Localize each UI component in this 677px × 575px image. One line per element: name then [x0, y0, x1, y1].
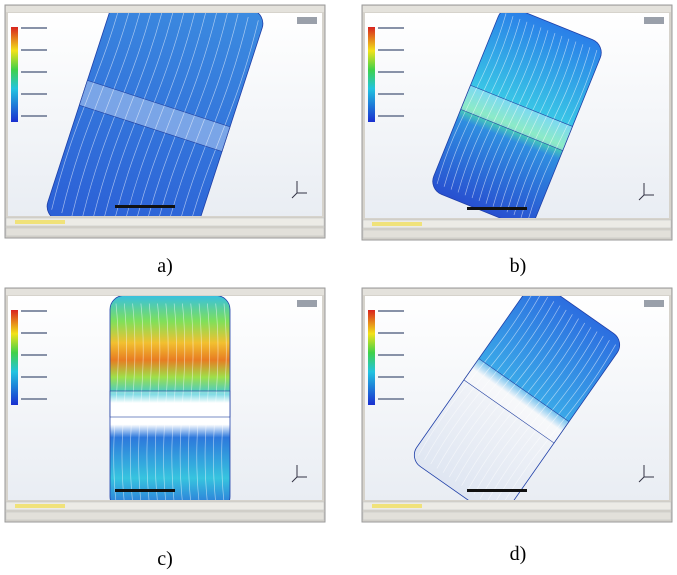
logo	[297, 17, 317, 24]
logo	[644, 17, 664, 24]
scale-bar	[467, 207, 527, 210]
baffle-section	[110, 391, 230, 417]
tab-bar	[363, 230, 671, 238]
title-bar	[363, 6, 671, 12]
legend-tick-text	[21, 115, 47, 117]
legend-tick-text	[21, 71, 47, 73]
legend-tick-text	[21, 27, 47, 29]
legend-tick-text	[378, 27, 404, 29]
status-highlight	[372, 222, 422, 226]
legend-tick-text	[378, 71, 404, 73]
legend-tick-text	[378, 310, 404, 312]
legend-tick-text	[21, 49, 47, 51]
model	[110, 296, 230, 511]
legend-tick-text	[21, 332, 47, 334]
legend-tick-text	[21, 93, 47, 95]
logo	[297, 300, 317, 307]
figure: a) b) c) d)	[0, 0, 677, 575]
legend-bar	[11, 27, 18, 122]
legend-tick-text	[378, 49, 404, 51]
legend-tick-text	[21, 354, 47, 356]
status-highlight	[15, 220, 65, 224]
legend-bar	[368, 27, 375, 122]
legend-tick-text	[378, 332, 404, 334]
scale-bar	[115, 489, 175, 492]
legend-tick-text	[378, 115, 404, 117]
tab-bar	[6, 512, 324, 520]
panel-caption: b)	[510, 255, 527, 277]
tab-bar	[363, 512, 671, 520]
legend-tick-text	[21, 310, 47, 312]
legend-tick-text	[378, 93, 404, 95]
status-highlight	[372, 504, 422, 508]
panel-caption: c)	[157, 548, 173, 570]
legend-tick-text	[378, 354, 404, 356]
panel-caption: d)	[510, 543, 527, 565]
legend-tick-text	[378, 376, 404, 378]
logo	[644, 300, 664, 307]
model-view	[110, 296, 230, 511]
panel-caption: a)	[157, 255, 173, 277]
title-bar	[6, 6, 324, 12]
legend-tick-text	[21, 376, 47, 378]
title-bar	[363, 289, 671, 295]
scale-bar	[467, 489, 527, 492]
legend-tick-text	[378, 398, 404, 400]
screenshot-panel	[5, 288, 325, 522]
title-bar	[6, 289, 324, 295]
screenshot-panel	[362, 278, 672, 522]
scale-bar	[115, 205, 175, 208]
screenshot-panel	[362, 4, 672, 240]
legend-bar	[11, 310, 18, 405]
status-highlight	[15, 504, 65, 508]
tab-bar	[6, 228, 324, 236]
screenshot-panel	[5, 0, 325, 262]
legend-tick-text	[21, 398, 47, 400]
legend-bar	[368, 310, 375, 405]
